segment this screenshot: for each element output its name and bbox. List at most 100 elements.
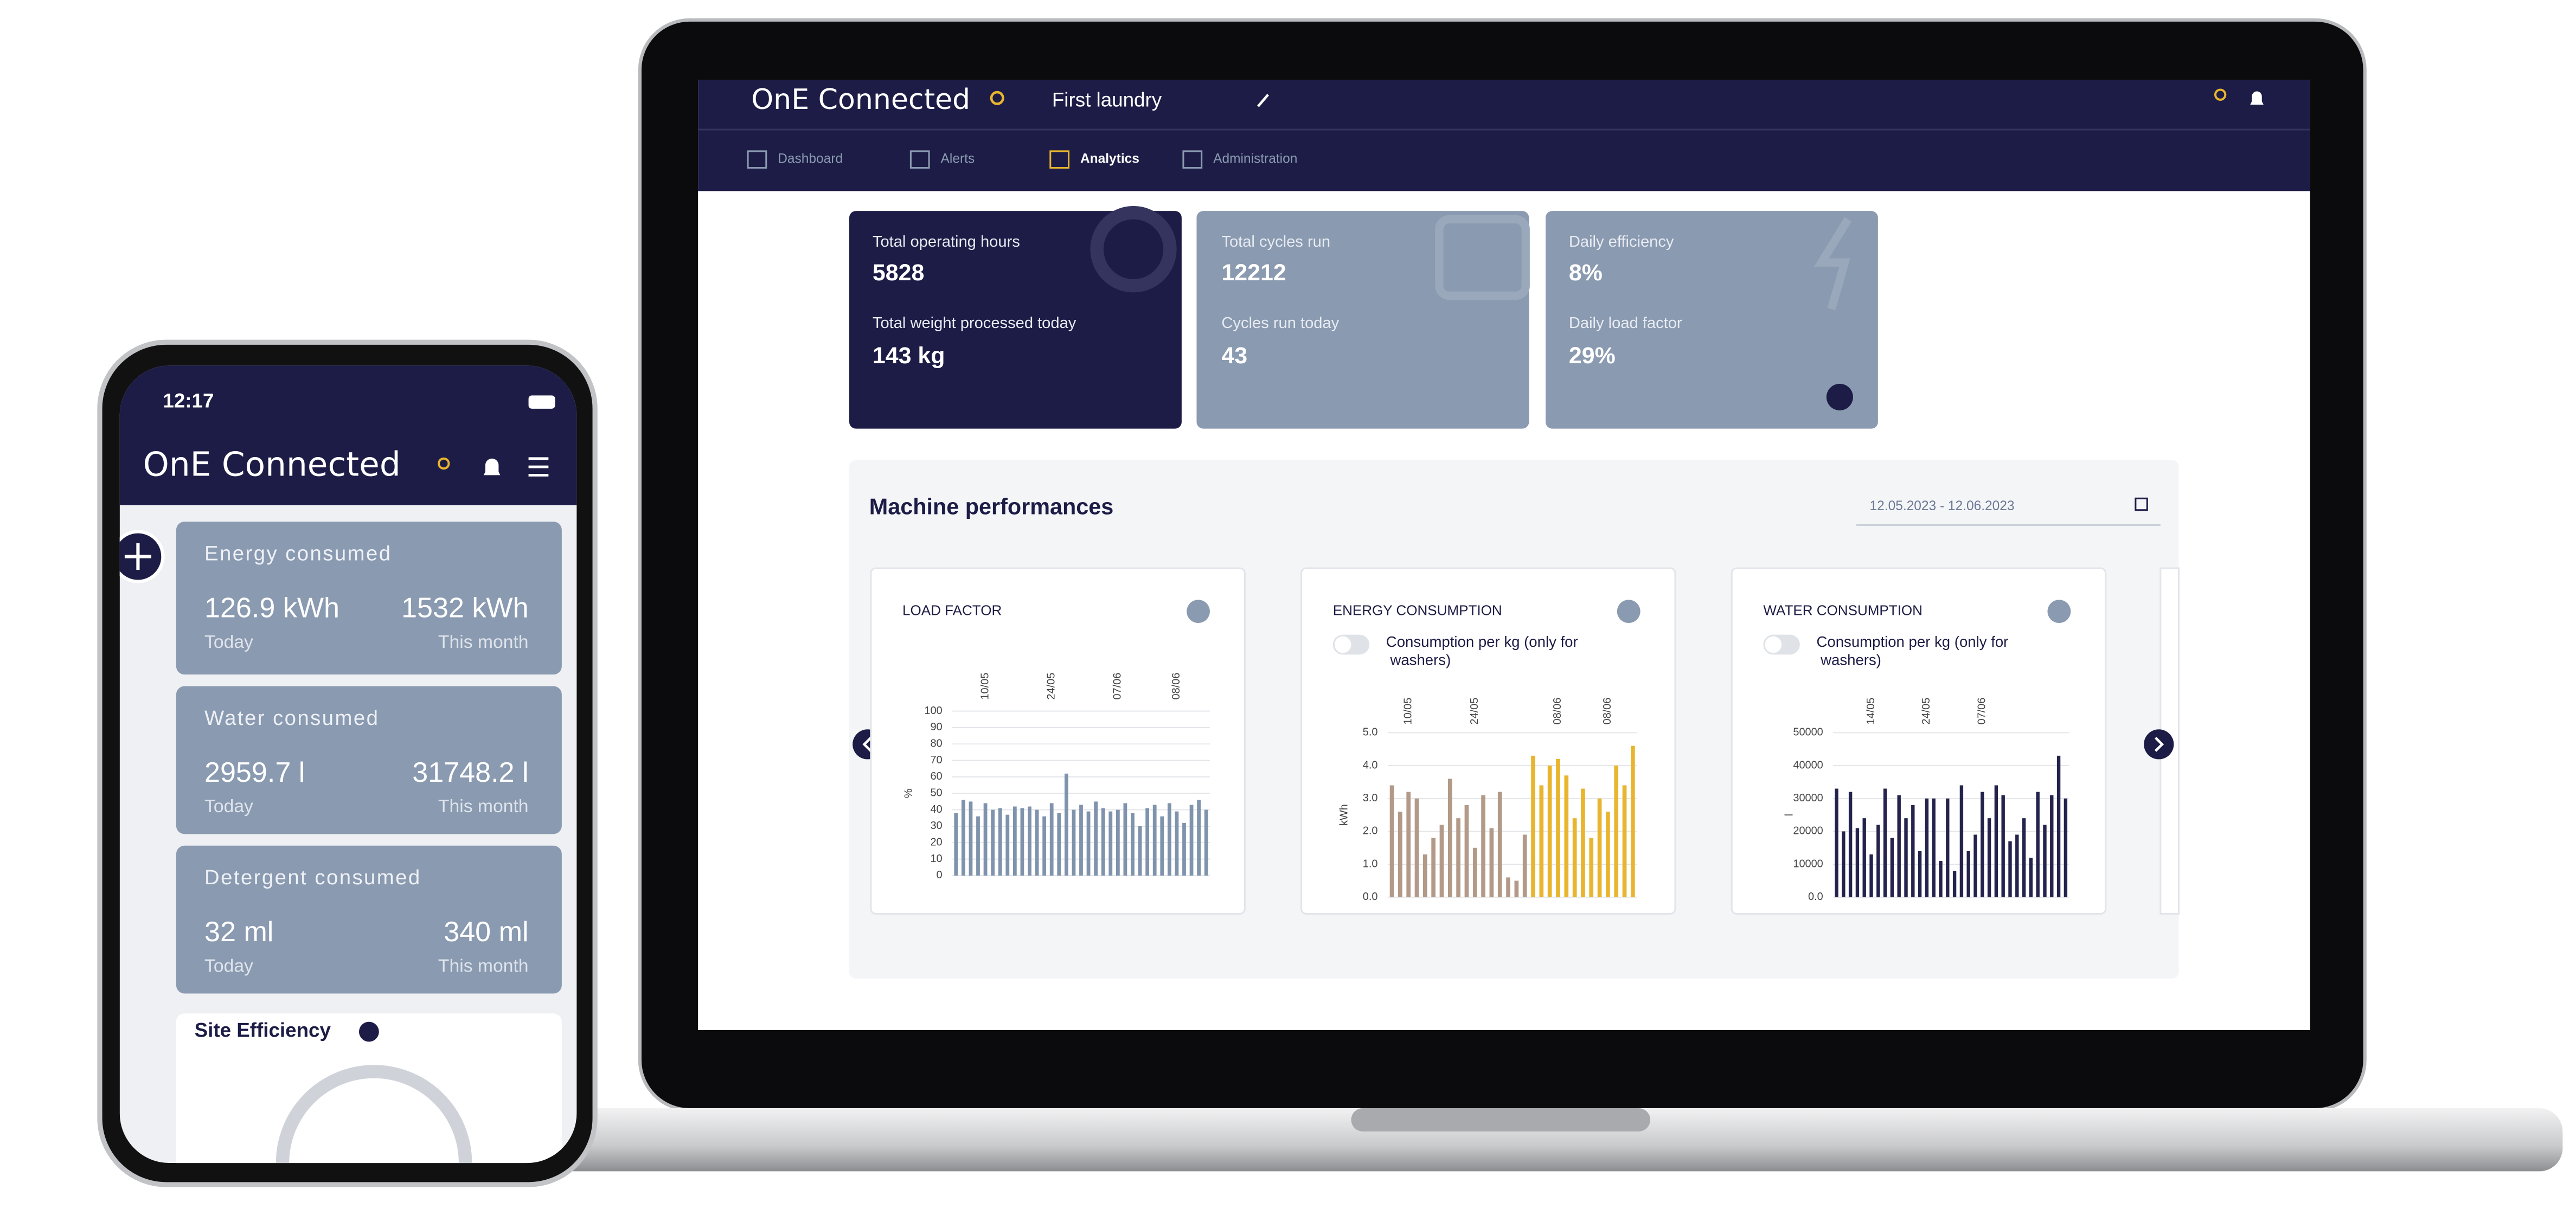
bar bbox=[1572, 818, 1577, 897]
bar bbox=[961, 800, 965, 876]
toggle-line: Consumption per kg (only for bbox=[1386, 633, 1578, 650]
calendar-icon[interactable] bbox=[2135, 497, 2148, 511]
nav-arrow[interactable] bbox=[2144, 729, 2174, 760]
brand: OnE Connected bbox=[143, 446, 401, 484]
bar bbox=[1862, 818, 1866, 897]
toggle-knob bbox=[1765, 636, 1782, 653]
kpi-value: 12212 bbox=[1221, 260, 1286, 286]
chart-title: ENERGY CONSUMPTION bbox=[1333, 602, 1502, 619]
bell-icon[interactable] bbox=[483, 458, 501, 475]
bell-icon[interactable] bbox=[2250, 91, 2264, 105]
toggle-knob bbox=[1334, 636, 1351, 653]
refresh-icon[interactable] bbox=[1187, 600, 1210, 623]
add-icon bbox=[124, 543, 151, 570]
y-tick-label: 0.0 bbox=[1808, 891, 1823, 903]
x-tick-label: 08/06 bbox=[1552, 698, 1563, 725]
y-tick-label: 20000 bbox=[1793, 825, 1823, 837]
kpi-value: 43 bbox=[1221, 343, 1247, 369]
bar bbox=[1398, 812, 1402, 897]
edit-icon[interactable] bbox=[1257, 94, 1269, 107]
y-tick-label: 50000 bbox=[1793, 727, 1823, 738]
y-tick-label: 50 bbox=[930, 787, 942, 799]
phone-card bbox=[176, 686, 562, 834]
x-tick-label: 14/05 bbox=[1865, 698, 1877, 725]
nav-item[interactable]: Administration bbox=[1213, 152, 1297, 166]
bar bbox=[1086, 811, 1091, 876]
card-sublabel: Today bbox=[204, 632, 253, 652]
bar bbox=[1020, 808, 1024, 876]
kpi-card bbox=[1545, 211, 1878, 429]
bar bbox=[1042, 816, 1047, 876]
refresh-icon[interactable] bbox=[2047, 600, 2071, 623]
phone-card bbox=[176, 522, 562, 675]
bar bbox=[1581, 788, 1585, 897]
bolt-icon bbox=[1814, 217, 1852, 311]
bar bbox=[1994, 785, 1998, 897]
bar bbox=[1981, 792, 1984, 897]
kpi-label: Total weight processed today bbox=[873, 314, 1076, 332]
y-tick-label: 10000 bbox=[1793, 858, 1823, 870]
x-tick-label: 07/06 bbox=[1976, 698, 1988, 725]
info-icon[interactable] bbox=[1826, 383, 1853, 410]
bar bbox=[2001, 795, 2005, 897]
nav-icon bbox=[747, 150, 767, 169]
card-sublabel: This month bbox=[438, 955, 529, 976]
bar bbox=[1987, 818, 1991, 897]
bar bbox=[1182, 822, 1186, 876]
bar bbox=[969, 801, 973, 876]
bar bbox=[1439, 825, 1444, 897]
chart-title: LOAD FACTOR bbox=[902, 602, 1002, 619]
y-tick-label: 40 bbox=[930, 803, 942, 815]
bar bbox=[1842, 831, 1846, 897]
nav-item[interactable]: Alerts bbox=[941, 152, 975, 166]
date-range: 12.05.2023 - 12.06.2023 bbox=[1870, 499, 2015, 513]
bar bbox=[2015, 834, 2019, 897]
bar bbox=[1175, 811, 1179, 876]
x-tick-label: 10/05 bbox=[1402, 698, 1414, 725]
bar bbox=[1123, 803, 1127, 876]
bar bbox=[1589, 838, 1594, 897]
bar bbox=[1622, 785, 1627, 897]
card-sublabel: This month bbox=[438, 632, 529, 652]
menu-icon[interactable] bbox=[528, 457, 549, 477]
card-sublabel: This month bbox=[438, 796, 529, 817]
chart-card bbox=[1300, 567, 1676, 915]
phone-header bbox=[119, 365, 577, 505]
y-tick-label: 30 bbox=[930, 820, 942, 832]
machine-icon bbox=[1435, 215, 1530, 300]
y-axis-label: % bbox=[903, 788, 915, 798]
bar bbox=[1406, 792, 1411, 897]
bar bbox=[1035, 809, 1039, 876]
bar bbox=[1848, 792, 1853, 897]
bar bbox=[1890, 838, 1894, 897]
bar bbox=[1013, 806, 1017, 876]
laptop-base bbox=[440, 1108, 2563, 1172]
bar bbox=[1116, 809, 1120, 876]
user-icon[interactable] bbox=[438, 457, 450, 470]
bar bbox=[1939, 861, 1943, 897]
user-icon[interactable] bbox=[2214, 88, 2227, 101]
chart-title: WATER CONSUMPTION bbox=[1763, 602, 1923, 619]
y-tick-label: 1.0 bbox=[1363, 858, 1378, 870]
bar bbox=[1497, 792, 1502, 897]
info-icon[interactable] bbox=[358, 1021, 379, 1042]
bar bbox=[991, 809, 995, 876]
y-axis-label: l bbox=[1784, 814, 1796, 816]
bar bbox=[1472, 847, 1477, 897]
bar bbox=[1197, 800, 1201, 876]
y-tick-label: 80 bbox=[930, 738, 942, 750]
x-tick-label: 24/05 bbox=[1920, 698, 1932, 725]
y-tick-label: 60 bbox=[930, 770, 942, 782]
bar bbox=[1160, 816, 1164, 876]
toggle-line: Consumption per kg (only for bbox=[1816, 633, 2008, 650]
nav-icon bbox=[1182, 150, 1203, 169]
bar bbox=[2036, 792, 2040, 897]
bar bbox=[1531, 755, 1535, 897]
y-tick-label: 30000 bbox=[1793, 792, 1823, 804]
bar bbox=[1079, 805, 1083, 876]
bar bbox=[1897, 795, 1901, 897]
nav-item[interactable]: Dashboard bbox=[778, 152, 843, 166]
refresh-icon[interactable] bbox=[1617, 600, 1641, 623]
nav-item[interactable]: Analytics bbox=[1080, 152, 1139, 166]
bar bbox=[1204, 809, 1208, 876]
